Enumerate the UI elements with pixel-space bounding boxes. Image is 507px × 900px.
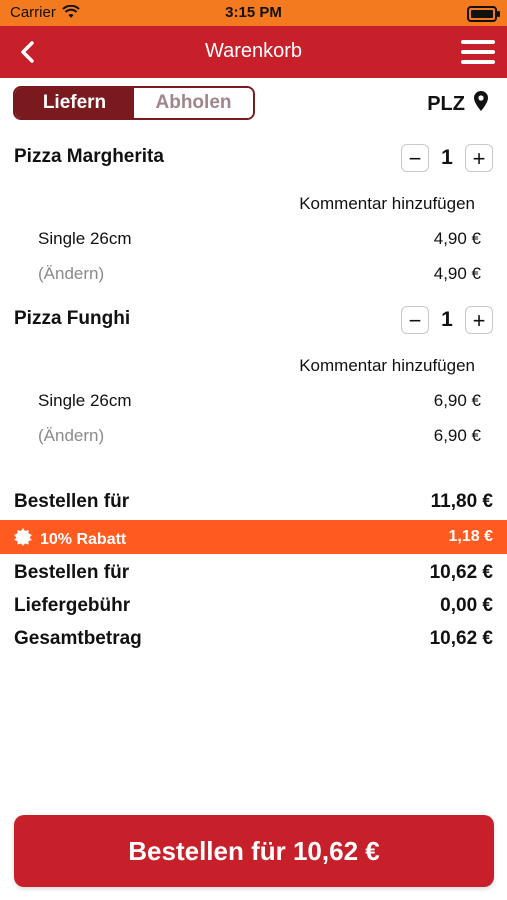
- item-size-row: Single 26cm 6,90 €: [38, 391, 481, 411]
- tab-pickup[interactable]: Abholen: [134, 88, 253, 118]
- plus-icon[interactable]: +: [465, 144, 493, 172]
- change-link[interactable]: (Ändern): [38, 426, 105, 445]
- after-discount-value: 10,62 €: [429, 562, 493, 583]
- quantity-stepper: − 1 +: [401, 306, 493, 334]
- quantity-value: 1: [441, 308, 453, 331]
- item-change-row: (Ändern) 6,90 €: [38, 426, 481, 446]
- discount-badge-icon: [14, 528, 32, 551]
- item-change-row: (Ändern) 4,90 €: [38, 264, 481, 284]
- tab-deliver[interactable]: Liefern: [15, 88, 134, 118]
- wifi-icon: [62, 4, 80, 23]
- change-link[interactable]: (Ändern): [38, 264, 105, 283]
- location-pin-icon: [473, 90, 489, 118]
- delivery-fee-label: Liefergebühr: [14, 595, 131, 616]
- discount-value: 1,18 €: [448, 528, 493, 545]
- item-name: Pizza Funghi: [14, 308, 131, 329]
- plz-selector[interactable]: PLZ: [427, 90, 489, 118]
- total-value: 10,62 €: [429, 628, 493, 649]
- size-label: Single 26cm: [38, 229, 132, 248]
- size-price: 6,90 €: [433, 391, 481, 410]
- carrier-label: Carrier: [10, 4, 56, 21]
- item-total-price: 4,90 €: [433, 264, 481, 283]
- quantity-value: 1: [441, 146, 453, 169]
- subtotal-row: Bestellen für 11,80 €: [14, 491, 493, 513]
- size-label: Single 26cm: [38, 391, 132, 410]
- minus-icon[interactable]: −: [401, 144, 429, 172]
- plus-icon[interactable]: +: [465, 306, 493, 334]
- back-arrow-icon[interactable]: [14, 38, 42, 66]
- place-order-button[interactable]: Bestellen für 10,62 €: [14, 815, 494, 887]
- quantity-stepper: − 1 +: [401, 144, 493, 172]
- add-comment-link[interactable]: Kommentar hinzufügen: [299, 356, 475, 375]
- add-comment-link[interactable]: Kommentar hinzufügen: [299, 194, 475, 213]
- item-name: Pizza Margherita: [14, 146, 164, 167]
- delivery-mode-toggle: Liefern Abholen: [13, 86, 255, 120]
- plz-label: PLZ: [427, 92, 465, 115]
- delivery-fee-row: Liefergebühr 0,00 €: [14, 595, 493, 617]
- after-discount-label: Bestellen für: [14, 562, 130, 583]
- minus-icon[interactable]: −: [401, 306, 429, 334]
- clock: 3:15 PM: [225, 4, 282, 21]
- delivery-fee-value: 0,00 €: [440, 595, 493, 616]
- nav-bar: Warenkorb: [0, 26, 507, 78]
- subtotal-value: 11,80 €: [430, 491, 493, 512]
- subtotal-label: Bestellen für: [14, 491, 130, 512]
- battery-icon: [467, 6, 500, 22]
- after-discount-row: Bestellen für 10,62 €: [14, 562, 493, 584]
- item-size-row: Single 26cm 4,90 €: [38, 229, 481, 249]
- hamburger-menu-icon[interactable]: [461, 38, 495, 66]
- discount-row: 10% Rabatt 1,18 €: [0, 520, 507, 554]
- total-row: Gesamtbetrag 10,62 €: [14, 628, 493, 650]
- discount-label: 10% Rabatt: [40, 530, 127, 548]
- status-bar: Carrier 3:15 PM: [0, 0, 507, 26]
- page-title: Warenkorb: [204, 40, 303, 62]
- total-label: Gesamtbetrag: [14, 628, 142, 649]
- item-total-price: 6,90 €: [433, 426, 481, 445]
- size-price: 4,90 €: [433, 229, 481, 248]
